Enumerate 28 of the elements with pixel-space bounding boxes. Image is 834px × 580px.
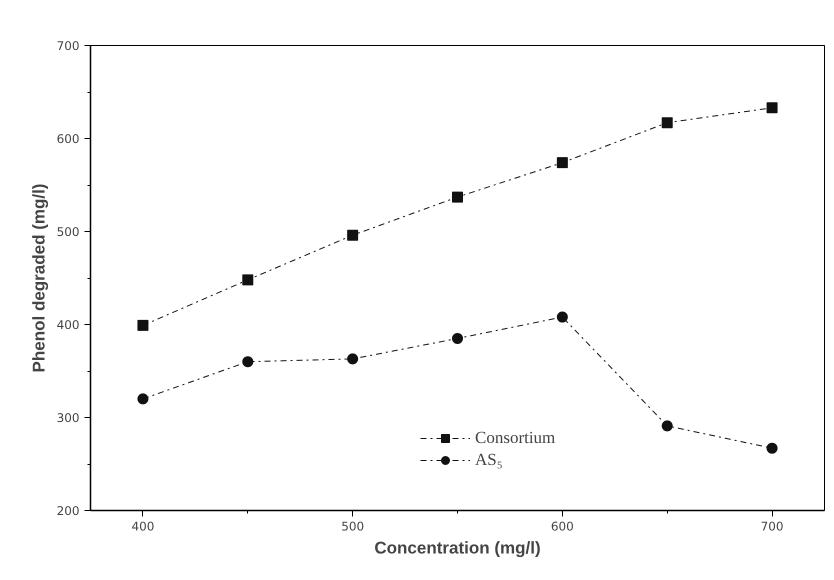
point <box>766 442 778 454</box>
point <box>242 356 254 368</box>
point <box>347 230 358 241</box>
point <box>556 312 568 323</box>
y-tick-label: 400 <box>56 318 80 332</box>
point <box>452 192 463 203</box>
point <box>137 320 148 331</box>
y-axis-title: Phenol degraded (mg/l) <box>30 184 49 372</box>
y-tick-label: 700 <box>56 39 80 53</box>
point <box>556 157 568 168</box>
y-tick-label: 600 <box>56 132 80 146</box>
point <box>662 420 673 432</box>
x-tick-label: 400 <box>131 520 154 534</box>
point <box>242 274 254 286</box>
x-axis-title: Concentration (mg/l) <box>374 538 541 558</box>
point <box>347 353 358 364</box>
y-tick-label: 500 <box>56 225 80 239</box>
legend-label: Consortium <box>475 428 556 448</box>
point <box>662 117 673 128</box>
y-tick-label: 200 <box>56 504 80 518</box>
legend-label: AS₅ <box>475 450 503 470</box>
x-tick-label: 700 <box>760 520 784 534</box>
x-tick-label: 500 <box>341 520 364 534</box>
y-tick-label: 300 <box>56 411 80 425</box>
point <box>137 393 148 404</box>
point <box>766 102 778 114</box>
x-tick-label: 600 <box>550 520 574 534</box>
point <box>452 332 463 344</box>
